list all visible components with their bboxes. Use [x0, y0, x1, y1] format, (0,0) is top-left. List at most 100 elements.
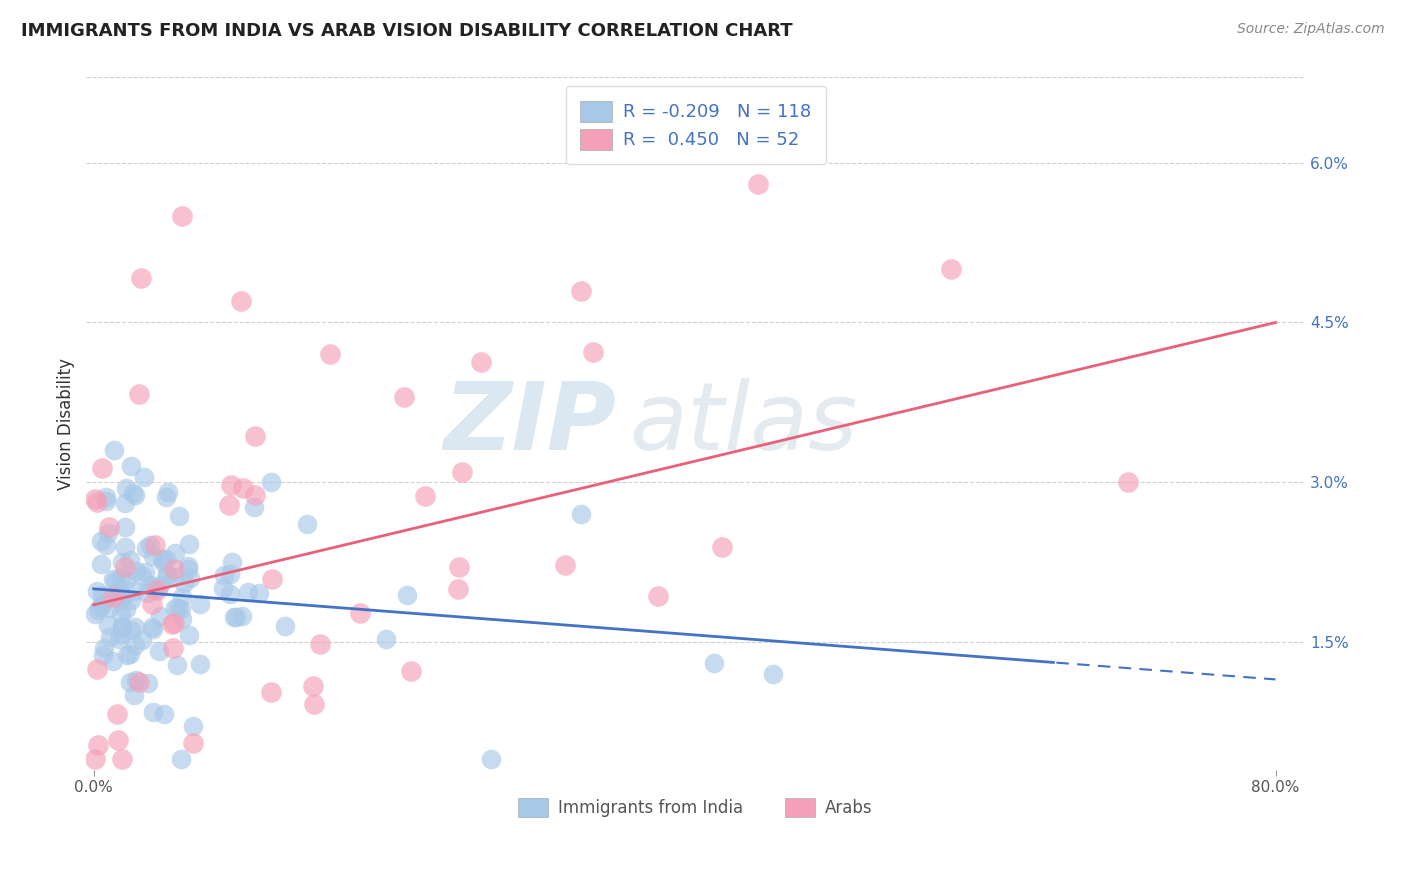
Point [108, 632, 131, 647]
Point [449, 559, 471, 574]
Point [142, 622, 165, 636]
Point [90, 533, 112, 548]
Point [415, 489, 437, 503]
Point [120, 552, 142, 566]
Text: IMMIGRANTS FROM INDIA VS ARAB VISION DISABILITY CORRELATION CHART: IMMIGRANTS FROM INDIA VS ARAB VISION DIS… [21, 22, 793, 40]
Point [479, 752, 502, 766]
Point [262, 572, 284, 586]
Point [169, 752, 191, 766]
Point [86, 662, 108, 676]
Point [120, 623, 142, 637]
Point [105, 706, 128, 721]
Point [125, 673, 148, 687]
Point [86, 584, 108, 599]
Point [221, 477, 243, 491]
Point [110, 593, 132, 607]
Point [91, 596, 114, 610]
Point [162, 640, 184, 655]
Point [107, 582, 129, 596]
Point [125, 565, 148, 579]
Point [143, 538, 166, 552]
Point [155, 567, 177, 582]
Point [98, 520, 121, 534]
Point [103, 588, 125, 602]
Point [138, 578, 160, 592]
Point [135, 586, 157, 600]
Point [160, 617, 183, 632]
Point [243, 429, 266, 443]
Point [115, 573, 138, 587]
Point [166, 658, 188, 673]
Point [114, 541, 136, 555]
Point [101, 572, 124, 586]
Point [569, 284, 592, 298]
Point [101, 654, 124, 668]
Point [470, 355, 492, 369]
Point [747, 177, 769, 191]
Point [231, 608, 253, 623]
Point [128, 675, 150, 690]
Point [349, 606, 371, 620]
Point [243, 488, 266, 502]
Point [218, 498, 240, 512]
Point [703, 657, 725, 671]
Point [163, 570, 186, 584]
Point [152, 707, 174, 722]
Point [131, 632, 153, 647]
Point [148, 644, 170, 658]
Point [122, 486, 145, 500]
Point [124, 638, 146, 652]
Point [135, 541, 157, 555]
Point [156, 484, 179, 499]
Point [107, 732, 129, 747]
Point [274, 619, 297, 633]
Point [177, 558, 200, 573]
Point [447, 582, 470, 596]
Point [152, 555, 174, 569]
Point [124, 620, 146, 634]
Point [647, 589, 669, 603]
Point [118, 675, 141, 690]
Point [167, 600, 190, 615]
Point [212, 568, 235, 582]
Legend: Immigrants from India, Arabs: Immigrants from India, Arabs [512, 791, 880, 824]
Point [114, 560, 136, 574]
Point [115, 481, 138, 495]
Point [149, 578, 172, 592]
Point [145, 582, 167, 596]
Point [762, 667, 785, 681]
Point [120, 647, 142, 661]
Point [124, 488, 146, 502]
Point [132, 470, 155, 484]
Point [120, 459, 142, 474]
Point [163, 601, 186, 615]
Point [142, 549, 165, 564]
Point [97, 600, 120, 615]
Point [94, 493, 117, 508]
Point [91, 648, 114, 662]
Point [218, 567, 240, 582]
Point [231, 481, 253, 495]
Point [89, 599, 111, 614]
Point [111, 620, 134, 634]
Point [177, 537, 200, 551]
Point [136, 676, 159, 690]
Y-axis label: Vision Disability: Vision Disability [58, 358, 75, 490]
Point [96, 490, 118, 504]
Point [219, 587, 242, 601]
Point [176, 562, 198, 576]
Point [165, 545, 187, 559]
Point [94, 538, 117, 552]
Point [124, 688, 146, 702]
Point [170, 611, 193, 625]
Point [302, 697, 325, 711]
Point [103, 590, 125, 604]
Point [710, 540, 733, 554]
Point [399, 664, 422, 678]
Point [163, 561, 186, 575]
Point [260, 475, 283, 490]
Point [242, 500, 264, 514]
Point [177, 628, 200, 642]
Point [173, 576, 195, 591]
Point [96, 525, 118, 540]
